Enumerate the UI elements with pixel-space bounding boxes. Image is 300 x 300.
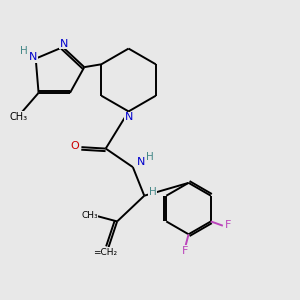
Text: H: H (146, 152, 153, 162)
Text: F: F (225, 220, 232, 230)
Text: N: N (59, 39, 68, 49)
Text: N: N (29, 52, 37, 62)
Text: O: O (71, 141, 80, 151)
Text: CH₃: CH₃ (81, 211, 98, 220)
Text: H: H (20, 46, 28, 56)
Text: N: N (125, 112, 133, 122)
Text: F: F (182, 246, 188, 256)
Text: CH₃: CH₃ (10, 112, 28, 122)
Text: H: H (149, 187, 157, 197)
Text: N: N (137, 157, 146, 167)
Text: =CH₂: =CH₂ (93, 248, 117, 257)
